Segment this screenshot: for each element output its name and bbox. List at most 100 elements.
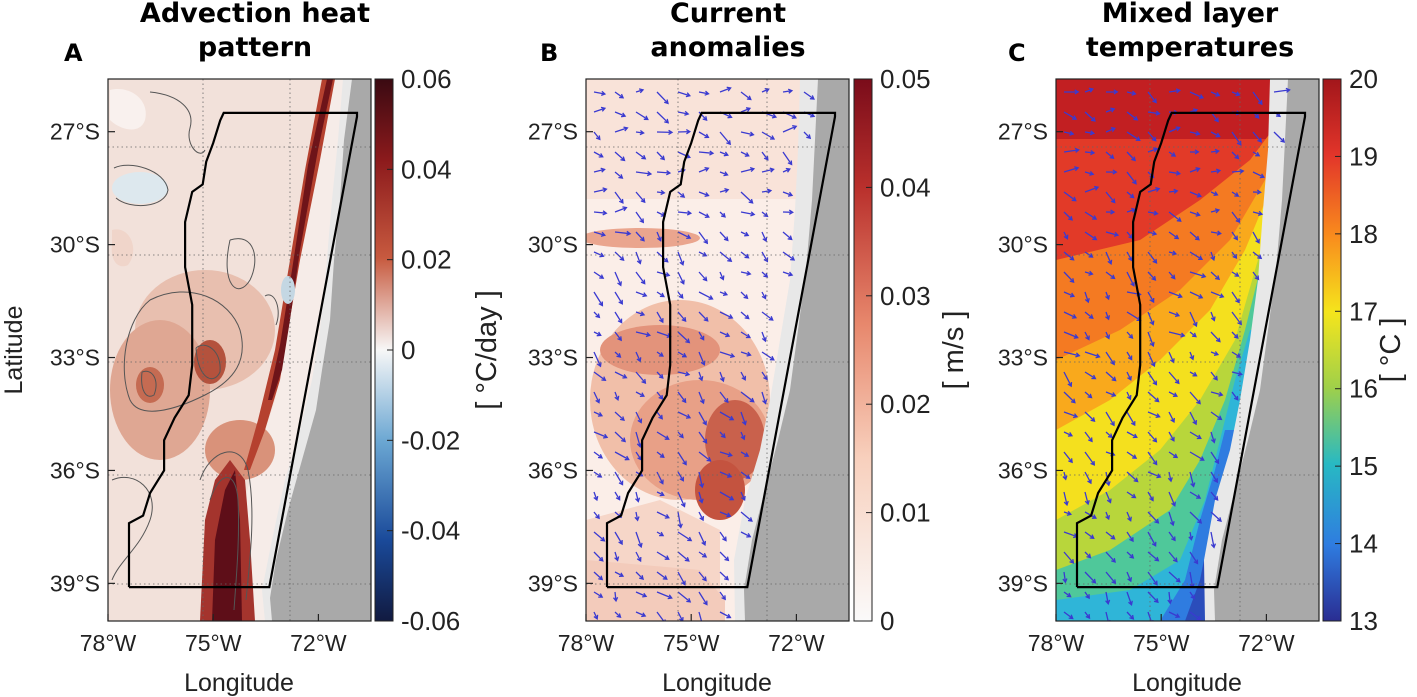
panel-a-axes-box (107, 78, 372, 622)
panel-a-map (108, 79, 371, 621)
current-vector-arrow (1063, 510, 1072, 516)
current-vector-arrow (1252, 131, 1263, 143)
panel-b-x-axis-label: Longitude (662, 669, 772, 697)
current-vector-arrow (656, 471, 664, 485)
current-vector-arrow (1147, 391, 1160, 403)
x-tick-label: 75°W (663, 630, 720, 656)
y-tick-label: 27°S (528, 119, 578, 145)
current-vector-arrow (719, 551, 730, 562)
current-vector-arrow (635, 431, 642, 448)
current-vector-arrow (698, 431, 708, 444)
current-vector-arrow (1210, 391, 1224, 397)
current-vector-arrow (1168, 231, 1180, 240)
current-vector-arrow (698, 591, 708, 606)
current-vector-arrow (593, 311, 601, 319)
current-vector-arrow (1084, 531, 1095, 540)
current-vector-arrow (635, 331, 652, 338)
current-vector-arrow (635, 88, 645, 94)
current-vector-arrow (719, 131, 732, 146)
current-vector-arrow (1126, 531, 1134, 543)
current-vector-arrow (1147, 186, 1161, 193)
current-vector-arrow (1168, 511, 1175, 527)
current-vector-arrow (635, 611, 647, 618)
colorbar-tick-label: 0 (401, 335, 415, 365)
current-vector-arrow (1168, 271, 1176, 280)
current-vector-arrow (740, 491, 746, 502)
colorbar-tick-label: 0 (880, 606, 894, 636)
current-vector-arrow (1168, 411, 1175, 424)
current-vector-arrow (1273, 87, 1291, 93)
current-vector-arrow (593, 431, 609, 439)
current-vector-arrow (1168, 491, 1176, 507)
current-vector-arrow (740, 231, 750, 237)
current-vector-arrow (698, 471, 705, 489)
current-vector-arrow (677, 391, 687, 404)
current-vector-arrow (593, 131, 601, 141)
current-vector-arrow (1231, 131, 1242, 146)
y-tick-label: 27°S (50, 119, 100, 145)
current-vector-arrow (1168, 431, 1175, 442)
current-vector-arrow (1105, 271, 1116, 280)
current-vector-arrow (677, 251, 685, 266)
current-vector-arrow (1084, 351, 1101, 359)
current-vector-arrow (593, 551, 604, 562)
current-vector-arrow (614, 371, 628, 379)
current-vector-arrow (740, 311, 750, 320)
current-vector-arrow (1189, 371, 1198, 377)
current-vector-arrow (1126, 611, 1135, 620)
current-vector-arrow (698, 291, 714, 300)
current-vector-arrow (1147, 571, 1158, 586)
current-vector-arrow (1084, 371, 1097, 380)
current-vector-arrow (698, 166, 710, 173)
current-vector-arrow (1210, 291, 1225, 299)
current-vector-arrow (656, 351, 664, 357)
current-vector-arrow (1167, 471, 1173, 483)
current-vector-arrow (698, 111, 708, 122)
y-tick-label: 39°S (998, 570, 1048, 596)
current-vector-arrow (1084, 270, 1094, 276)
current-vector-arrow (593, 291, 604, 307)
panel-b-label: B (540, 39, 558, 67)
panel-c-study-boundary (1075, 111, 1307, 589)
panel-c-colorbar (1322, 78, 1342, 622)
current-vector-arrow (1189, 591, 1196, 600)
y-axis-label: Latitude (0, 306, 28, 395)
current-vector-arrow (1105, 169, 1118, 175)
current-vector-arrow (614, 451, 630, 461)
current-vector-arrow (1189, 271, 1207, 279)
current-vector-arrow (635, 411, 643, 424)
current-vector-arrow (656, 511, 670, 519)
current-vector-arrow (719, 86, 732, 93)
current-vector-arrow (677, 91, 691, 98)
current-vector-arrow (1210, 531, 1217, 549)
current-vector-arrow (761, 151, 769, 161)
current-vector-arrow (1063, 147, 1080, 153)
panel-a-gridlines (108, 79, 371, 621)
current-vector-arrow (782, 88, 794, 94)
current-vector-arrow (1168, 451, 1179, 459)
y-tick-label: 36°S (998, 457, 1048, 483)
current-vector-arrow (698, 371, 704, 382)
current-vector-arrow (635, 571, 645, 581)
current-vector-arrow (635, 391, 645, 398)
current-vector-arrow (677, 129, 692, 135)
current-vector-arrow (1063, 371, 1073, 388)
colorbar-tick-label: 0.04 (880, 172, 931, 202)
current-vector-arrow (719, 591, 726, 601)
colorbar-tick-label: -0.04 (401, 516, 460, 546)
current-vector-arrow (1126, 271, 1135, 287)
current-vector-arrow (635, 231, 645, 242)
colorbar-tick-label: 13 (1349, 606, 1378, 636)
current-vector-arrow (1126, 431, 1138, 439)
current-vector-arrow (593, 611, 599, 620)
current-vector-arrow (761, 188, 773, 194)
current-vector-arrow (719, 351, 736, 359)
current-vector-arrow (614, 611, 622, 619)
colorbar-tick-label: 0.05 (880, 64, 931, 94)
current-vector-arrow (1231, 231, 1239, 241)
current-vector-arrow (1084, 185, 1100, 193)
current-vector-arrow (1147, 291, 1155, 304)
current-vector-arrow (1084, 471, 1092, 485)
current-vector-arrow (1168, 211, 1182, 222)
y-tick-label: 27°S (998, 119, 1048, 145)
